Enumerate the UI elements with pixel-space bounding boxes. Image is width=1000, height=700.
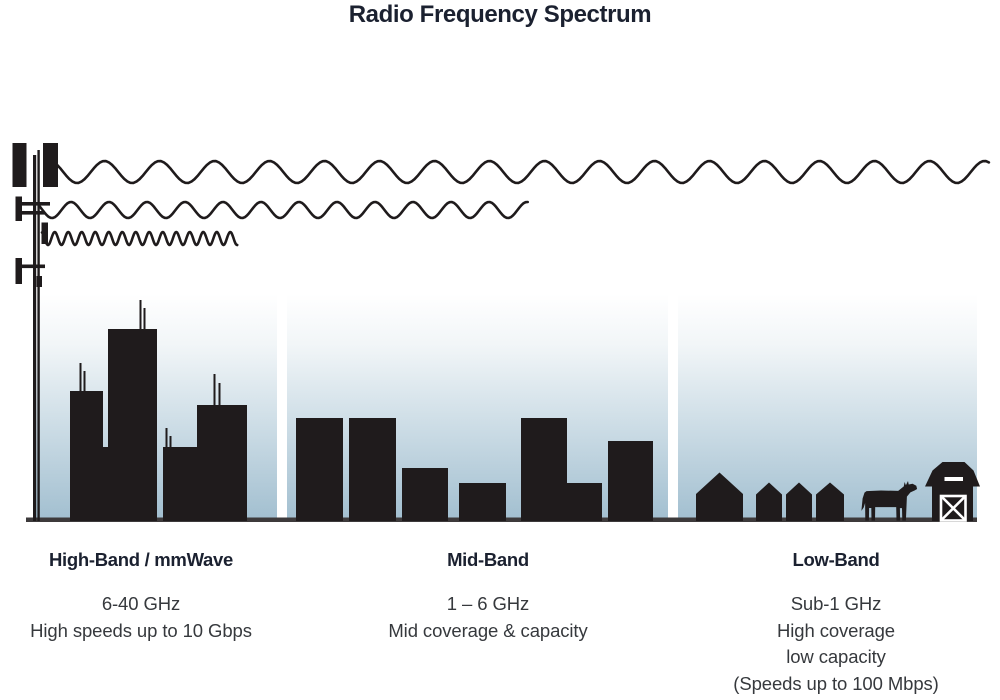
barn-door-cross xyxy=(940,495,967,522)
medium-wave-icon xyxy=(38,200,529,220)
antenna-panel xyxy=(36,276,42,287)
band-detail-line: High speeds up to 10 Gbps xyxy=(30,619,252,641)
antenna-panel xyxy=(15,196,22,221)
tower-pole xyxy=(37,150,40,521)
house-icon xyxy=(696,472,743,521)
barn-loft-window xyxy=(944,477,963,481)
tower-crossbar xyxy=(19,202,50,206)
high-band-label: High-Band / mmWave 6-40 GHz High speeds … xyxy=(0,549,301,644)
mid-band-heading: Mid-Band xyxy=(447,549,529,570)
mid-rise-building xyxy=(296,418,343,521)
band-detail-line: 1 – 6 GHz xyxy=(446,593,530,614)
band-detail-line: low capacity xyxy=(786,646,886,668)
barn-icon xyxy=(925,462,980,522)
mid-rise-building xyxy=(349,418,396,521)
rooftop-antenna-icon xyxy=(218,383,221,407)
band-detail-line: Mid coverage & capacity xyxy=(388,619,588,641)
high-band-skyline xyxy=(70,300,247,521)
rooftop-antenna-icon xyxy=(165,428,168,449)
skyscraper xyxy=(70,391,103,521)
house-icon xyxy=(786,482,812,521)
skyscraper xyxy=(102,447,109,521)
high-band-details: 6-40 GHz High speeds up to 10 Gbps xyxy=(0,591,301,644)
long-wave-icon xyxy=(55,159,991,185)
tower-pole xyxy=(33,155,37,521)
skyscraper xyxy=(163,447,197,521)
band-detail-line: High coverage xyxy=(777,619,895,641)
cow-icon xyxy=(861,481,918,521)
skyscraper xyxy=(108,329,157,521)
tower-crossbar xyxy=(19,211,45,215)
band-detail-line: Sub-1 GHz xyxy=(790,593,882,614)
band-detail-line: (Speeds up to 100 Mbps) xyxy=(733,672,939,694)
house-icon xyxy=(816,482,844,521)
high-band-heading: High-Band / mmWave xyxy=(48,549,234,570)
radio-waves xyxy=(38,159,991,247)
mid-rise-building xyxy=(521,418,567,521)
antenna-panel xyxy=(15,258,22,284)
rooftop-antenna-icon xyxy=(83,371,86,393)
mid-rise-building xyxy=(402,468,448,521)
rooftop-antenna-icon xyxy=(139,300,142,331)
barn-door-frame xyxy=(939,494,967,522)
low-band-heading: Low-Band xyxy=(792,549,880,570)
rooftop-antenna-icon xyxy=(79,363,82,393)
cell-tower-icon xyxy=(12,143,58,521)
mid-band-label: Mid-Band 1 – 6 GHz Mid coverage & capaci… xyxy=(328,549,648,644)
antenna-panel xyxy=(12,143,27,187)
mid-rise-building xyxy=(567,483,602,521)
house-icon xyxy=(756,482,782,521)
band-detail-line: 6-40 GHz xyxy=(101,593,181,614)
short-wave-icon xyxy=(40,230,239,247)
low-band-label: Low-Band Sub-1 GHz High coverage low cap… xyxy=(676,549,996,697)
mid-band-details: 1 – 6 GHz Mid coverage & capacity xyxy=(328,591,648,644)
skyscraper xyxy=(197,405,247,521)
low-band-details: Sub-1 GHz High coverage low capacity (Sp… xyxy=(676,591,996,697)
mid-rise-building xyxy=(459,483,506,521)
barn-roof xyxy=(925,462,980,487)
rooftop-antenna-icon xyxy=(143,308,146,331)
page-title: Radio Frequency Spectrum xyxy=(348,1,652,28)
antenna-panel xyxy=(43,143,58,187)
mid-band-skyline xyxy=(296,418,653,521)
barn-body xyxy=(932,484,973,521)
antenna-panel xyxy=(41,222,48,244)
mid-rise-building xyxy=(608,441,653,521)
rooftop-antenna-icon xyxy=(169,436,172,449)
tower-crossbar xyxy=(16,264,45,269)
low-band-countryside xyxy=(696,462,980,522)
rooftop-antenna-icon xyxy=(213,374,216,407)
